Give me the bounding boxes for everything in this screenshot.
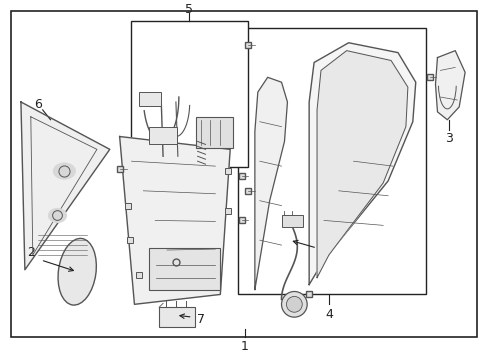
Bar [238, 28, 426, 294]
Bar [149, 248, 220, 289]
Text: 3: 3 [445, 132, 453, 145]
Text: 5: 5 [185, 3, 193, 16]
Polygon shape [309, 43, 416, 285]
Bar [159, 307, 195, 327]
Text: 4: 4 [325, 308, 333, 321]
Bar [196, 117, 233, 148]
Text: 6: 6 [34, 98, 42, 112]
Circle shape [287, 296, 302, 312]
Text: 1: 1 [241, 340, 249, 353]
Ellipse shape [58, 238, 97, 305]
Ellipse shape [53, 163, 75, 179]
Ellipse shape [49, 208, 66, 222]
Bar [282, 216, 303, 227]
Bar [139, 92, 161, 106]
Text: 2: 2 [27, 247, 35, 260]
Circle shape [282, 292, 307, 317]
Polygon shape [317, 51, 408, 278]
Bar [149, 127, 177, 144]
Text: 8: 8 [321, 243, 329, 257]
Polygon shape [255, 77, 288, 289]
Bar [131, 21, 248, 167]
Text: 7: 7 [196, 312, 205, 326]
Polygon shape [120, 136, 230, 304]
Polygon shape [436, 51, 465, 120]
Polygon shape [21, 102, 110, 270]
